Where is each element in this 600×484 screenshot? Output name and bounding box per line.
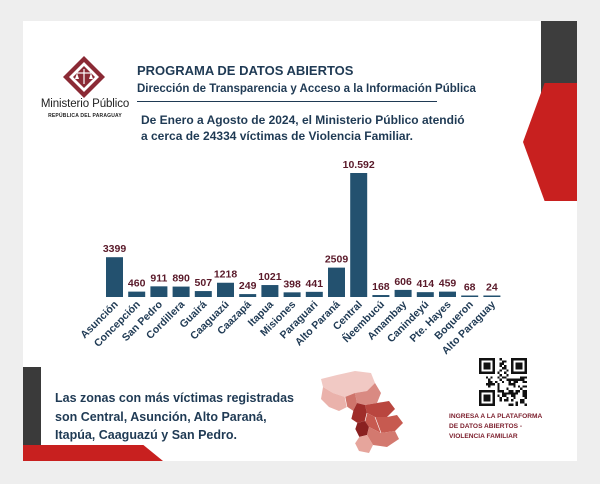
summary-line-1: Las zonas con más víctimas registradas: [55, 391, 294, 405]
bar-16: [461, 295, 479, 297]
paraguay-map-icon: [321, 371, 403, 453]
bar-13: [394, 289, 412, 297]
intro-text-line-1: De Enero a Agosto de 2024, el Ministerio…: [141, 113, 465, 127]
bar-9: [305, 291, 323, 297]
bar-0: [106, 257, 123, 297]
bar-value-label: 911: [150, 272, 167, 284]
organization-subname: REPÚBLICA DEL PARAGUAY: [48, 113, 122, 119]
summary-line-2: son Central, Asunción, Alto Paraná,: [55, 409, 267, 424]
bar-value-label: 10.592: [343, 159, 375, 171]
bar-3: [172, 286, 190, 297]
bar-value-label: 249: [239, 280, 257, 292]
page-subtitle: Dirección de Transparencia y Acceso a la…: [137, 83, 476, 95]
bar-4: [194, 291, 212, 297]
bar-value-label: 398: [283, 278, 301, 290]
bar-value-label: 2509: [325, 254, 349, 266]
bar-6: [239, 294, 257, 297]
bar-17: [483, 295, 501, 297]
bar-value-label: 507: [195, 277, 213, 289]
bar-2: [150, 286, 168, 297]
bar-value-label: 1218: [214, 269, 238, 281]
bar-value-label: 68: [464, 282, 476, 294]
summary-line-3: Itapúa, Caaguazú y San Pedro.: [55, 428, 237, 442]
bar-value-label: 3399: [103, 243, 127, 255]
infographic-card: Ministerio Público REPÚBLICA DEL PARAGUA…: [23, 21, 577, 461]
bar-5: [217, 282, 234, 297]
bar-value-label: 24: [486, 282, 498, 294]
bar-7: [261, 285, 279, 297]
qr-code-icon[interactable]: [479, 358, 527, 406]
bar-11: [350, 173, 368, 297]
bar-10: [328, 267, 345, 297]
qr-caption-line-1: INGRESA A LA PLATAFORMA: [449, 413, 543, 420]
bar-value-label: 459: [439, 278, 457, 290]
organization-name: Ministerio Público: [40, 98, 130, 110]
bar-14: [416, 292, 434, 297]
bar-value-label: 441: [306, 278, 324, 290]
qr-caption-line-2: DE DATOS ABIERTOS -: [449, 423, 523, 430]
intro-text-line-2: a cerca de 24334 víctimas de Violencia F…: [141, 129, 413, 143]
page-title: PROGRAMA DE DATOS ABIERTOS: [137, 63, 354, 78]
bar-value-label: 890: [172, 273, 190, 285]
bar-1: [128, 291, 146, 297]
corner-decoration-red-bottom: [23, 445, 163, 461]
subtitle-divider: [137, 101, 437, 102]
bar-value-label: 168: [372, 281, 390, 293]
bar-15: [439, 291, 456, 297]
bar-value-label: 1021: [258, 271, 282, 283]
bar-value-label: 414: [417, 278, 435, 290]
bar-value-label: 606: [394, 276, 412, 288]
qr-caption: INGRESA A LA PLATAFORMA DE DATOS ABIERTO…: [449, 412, 569, 442]
summary-text: Las zonas con más víctimas registradas s…: [55, 389, 345, 445]
bar-12: [372, 295, 390, 297]
ministerio-publico-logo-icon: [63, 56, 105, 98]
bar-value-label: 460: [128, 278, 146, 290]
qr-caption-line-3: VIOLENCIA FAMILIAR: [449, 433, 518, 440]
corner-decoration-grey-bottom: [23, 367, 41, 461]
bar-8: [283, 292, 301, 297]
